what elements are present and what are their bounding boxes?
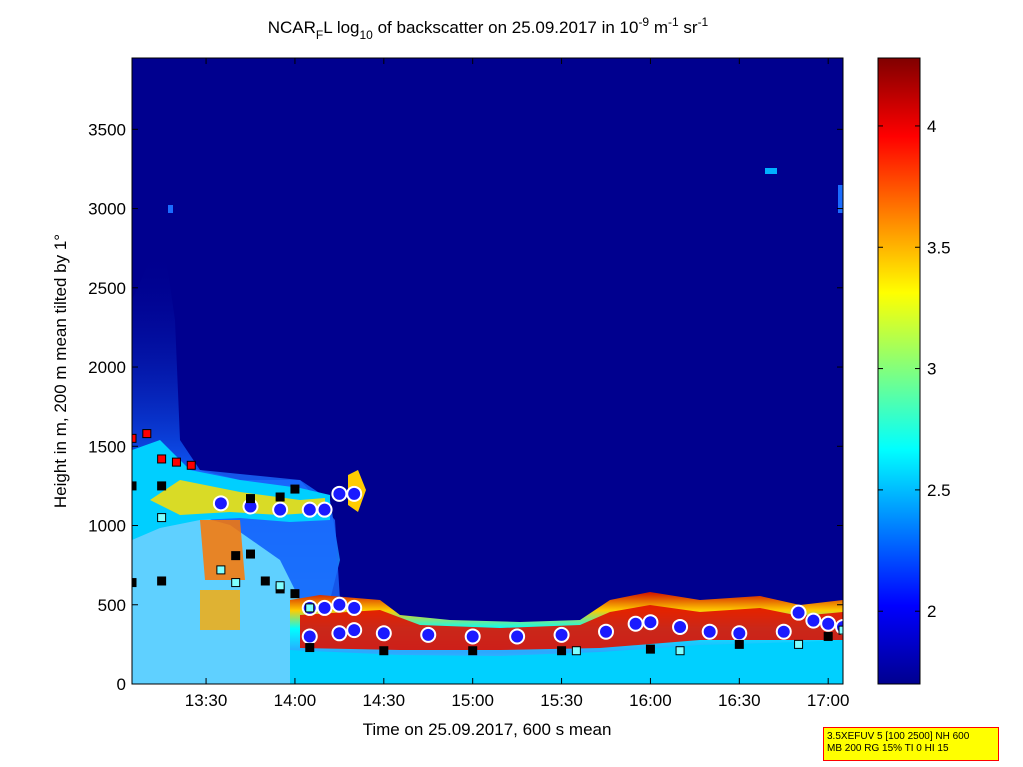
- blue-circle-marker: [316, 599, 333, 616]
- info-line-1: 3.5XEFUV 5 [100 2500] NH 600: [827, 731, 970, 742]
- blue-circle-marker: [553, 626, 570, 643]
- blue-circle-marker: [672, 618, 689, 635]
- red-square-marker: [132, 433, 137, 443]
- x-tick-label: 15:30: [540, 691, 583, 710]
- cyan-square-marker: [675, 646, 685, 656]
- x-tick-label: 16:00: [629, 691, 672, 710]
- blue-circle-marker: [272, 501, 289, 518]
- blue-circle-marker: [212, 495, 229, 512]
- chart-title: NCARFL log10 of backscatter on 25.09.201…: [268, 15, 709, 42]
- residual-orange: [200, 520, 245, 580]
- black-square-marker: [823, 631, 833, 641]
- black-square-marker: [290, 484, 300, 494]
- cyan-square-marker: [275, 581, 285, 591]
- black-square-marker: [132, 578, 137, 588]
- black-square-marker: [305, 643, 315, 653]
- cyan-square-marker: [231, 578, 241, 588]
- blue-circle-marker: [346, 485, 363, 502]
- blue-circle-marker: [301, 628, 318, 645]
- cyan-square-marker: [157, 513, 167, 523]
- colorbar-tick-label: 3: [927, 360, 936, 379]
- black-square-marker: [734, 639, 744, 649]
- colorbar: [877, 57, 921, 685]
- red-square-marker: [157, 454, 167, 464]
- blue-circle-marker: [805, 612, 822, 629]
- blue-circle-marker: [331, 485, 348, 502]
- x-tick-label: 15:00: [451, 691, 494, 710]
- y-tick-label: 1500: [88, 437, 126, 456]
- black-square-marker: [379, 646, 389, 656]
- colorbar-tick-label: 2: [927, 602, 936, 621]
- info-box: 3.5XEFUV 5 [100 2500] NH 600 MB 200 RG 1…: [823, 727, 999, 761]
- black-square-marker: [132, 481, 137, 491]
- black-square-marker: [231, 551, 241, 561]
- cyan-square-marker: [838, 625, 843, 635]
- blue-circle-marker: [701, 623, 718, 640]
- blue-circle-marker: [331, 625, 348, 642]
- x-axis-label: Time on 25.09.2017, 600 s mean: [363, 720, 612, 739]
- blue-circle-marker: [331, 596, 348, 613]
- blue-circle-marker: [775, 623, 792, 640]
- blue-circle-marker: [346, 622, 363, 639]
- residual-small: [200, 590, 240, 630]
- y-tick-label: 1000: [88, 517, 126, 536]
- x-tick-label: 13:30: [185, 691, 228, 710]
- cyan-square-marker: [216, 565, 226, 575]
- blue-circle-marker: [731, 625, 748, 642]
- blue-circle-marker: [598, 623, 614, 640]
- blue-circle-marker: [642, 614, 659, 631]
- blue-circle-marker: [420, 626, 437, 643]
- speck-3: [168, 205, 173, 213]
- x-tick-label: 16:30: [718, 691, 761, 710]
- red-square-marker: [142, 429, 152, 439]
- blue-circle-marker: [627, 615, 644, 632]
- info-line-2: MB 200 RG 15% TI 0 HI 15: [827, 743, 949, 754]
- y-tick-label: 0: [117, 675, 126, 694]
- black-square-marker: [157, 576, 167, 586]
- red-square-marker: [186, 460, 196, 470]
- black-square-marker: [645, 644, 655, 654]
- speck-1: [765, 168, 777, 174]
- x-tick-label: 14:00: [274, 691, 317, 710]
- surface-layer: [290, 640, 843, 684]
- y-axis: 0 500 1000 1500 2000 2500 3000 3500: [88, 120, 843, 694]
- plot-frame: [131, 57, 844, 685]
- blue-circle-marker: [820, 615, 837, 632]
- cyan-square-marker: [794, 639, 804, 649]
- blue-circle-marker: [464, 628, 481, 645]
- colorbar-tick-label: 2.5: [927, 481, 951, 500]
- y-tick-label: 500: [98, 596, 126, 615]
- colorbar-tick-label: 4: [927, 117, 936, 136]
- marker-layer: [132, 429, 843, 656]
- black-square-marker: [468, 646, 478, 656]
- black-square-marker: [260, 576, 270, 586]
- red-square-marker: [171, 457, 181, 467]
- blue-circle-marker: [790, 604, 807, 621]
- y-tick-label: 3500: [88, 120, 126, 139]
- blue-circle-marker: [509, 628, 526, 645]
- cyan-square-marker: [305, 603, 315, 613]
- black-square-marker: [557, 646, 567, 656]
- y-axis-label: Height in m, 200 m mean tilted by 1°: [51, 234, 70, 508]
- x-tick-label: 14:30: [363, 691, 406, 710]
- blue-circle-marker: [316, 501, 333, 518]
- speck-2: [838, 185, 843, 213]
- y-tick-label: 3000: [88, 200, 126, 219]
- black-square-marker: [275, 492, 285, 502]
- blue-circle-marker: [346, 599, 363, 616]
- blue-circle-marker: [301, 501, 318, 518]
- black-square-marker: [246, 549, 255, 559]
- colorbar-axis: 2 2.5 3 3.5 4: [878, 117, 951, 621]
- y-tick-label: 2000: [88, 358, 126, 377]
- black-square-marker: [290, 589, 300, 599]
- black-square-marker: [246, 494, 255, 504]
- colorbar-tick-label: 3.5: [927, 238, 951, 257]
- cyan-square-marker: [571, 646, 581, 656]
- blue-circle-marker: [375, 625, 392, 642]
- x-axis: 13:30 14:00 14:30 15:00 15:30 16:00 16:30 17:00: [185, 58, 850, 710]
- black-square-marker: [157, 481, 167, 491]
- x-tick-label: 17:00: [807, 691, 850, 710]
- y-tick-label: 2500: [88, 279, 126, 298]
